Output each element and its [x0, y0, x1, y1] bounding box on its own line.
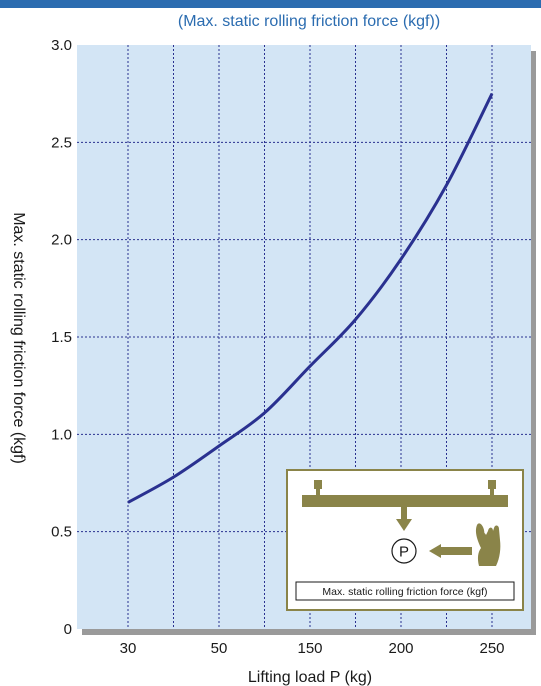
x-tick-label: 250 — [479, 640, 504, 657]
left-arrow-shaft — [440, 547, 472, 555]
down-arrow-shaft — [401, 507, 407, 521]
data-point — [491, 92, 494, 95]
data-point — [172, 476, 175, 479]
rail-stop-right — [488, 480, 496, 489]
chart-title: (Max. static rolling friction force (kgf… — [178, 13, 440, 30]
y-tick-label: 0.5 — [51, 524, 72, 541]
data-point — [400, 258, 403, 261]
y-tick-label: 1.0 — [51, 426, 72, 443]
y-axis-ticks: 0 0.5 1.0 1.5 2.0 2.5 3.0 — [51, 37, 72, 638]
load-symbol — [391, 538, 417, 564]
data-point — [263, 411, 266, 414]
rail-icon — [302, 495, 508, 507]
y-tick-label: 1.5 — [51, 329, 72, 346]
data-point — [309, 365, 312, 368]
rail-post-left — [316, 488, 320, 496]
x-tick-label: 50 — [211, 640, 228, 657]
series-line — [127, 93, 494, 504]
y-tick-label: 2.5 — [51, 134, 72, 151]
x-tick-label: 30 — [120, 640, 137, 657]
inset-diagram: P Max. static rolling friction force (kg… — [286, 469, 524, 611]
top-band — [0, 0, 541, 8]
x-tick-label: 150 — [297, 640, 322, 657]
rail-stop-left — [314, 480, 322, 489]
data-point — [218, 445, 221, 448]
data-point — [354, 318, 357, 321]
y-tick-label: 2.0 — [51, 232, 72, 249]
load-symbol-label: P — [399, 544, 409, 561]
hand-finger — [475, 523, 485, 548]
x-axis-title: Lifting load P (kg) — [248, 669, 372, 686]
inset-caption: Max. static rolling friction force (kgf) — [322, 586, 487, 598]
data-point — [445, 184, 448, 187]
down-arrow-icon — [396, 519, 412, 531]
y-axis-title: Max. static rolling friction force (kgf) — [10, 212, 27, 464]
data-point — [127, 501, 130, 504]
rail-post-right — [490, 488, 494, 496]
y-tick-label: 0 — [64, 621, 72, 638]
left-arrow-icon — [429, 544, 441, 558]
x-axis-ticks: 30 50 150 200 250 — [120, 640, 505, 657]
inset-caption-box — [295, 581, 515, 601]
grid — [77, 45, 531, 629]
y-tick-label: 3.0 — [51, 37, 72, 54]
x-tick-label: 200 — [388, 640, 413, 657]
